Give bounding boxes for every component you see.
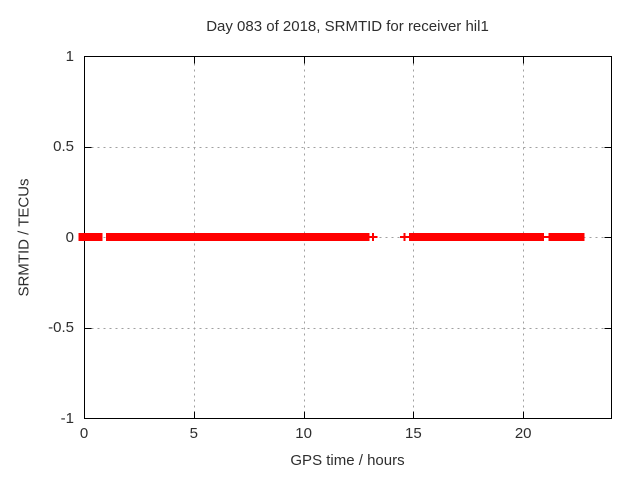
data-segment: [78, 233, 103, 241]
data-point-marker: [403, 233, 406, 241]
y-tick-label: 0.5: [53, 138, 74, 155]
data-point-marker: [371, 233, 374, 241]
x-tick-label: 15: [405, 425, 422, 442]
y-tick-label: 0: [65, 228, 74, 246]
x-tick-label: 0: [79, 425, 89, 442]
x-tick-label: 5: [189, 425, 198, 442]
x-tick-label: 20: [514, 425, 532, 442]
data-segment: [409, 233, 544, 241]
x-tick-label: 10: [295, 425, 312, 442]
data-segment: [548, 233, 585, 241]
y-tick-label: -0.5: [48, 319, 74, 336]
y-tick-label: -1: [60, 409, 74, 427]
x-axis-label: GPS time / hours: [290, 452, 405, 469]
chart-title: Day 083 of 2018, SRMTID for receiver hil…: [206, 18, 489, 35]
y-tick-label: 1: [65, 47, 74, 65]
data-thin-run: [544, 236, 549, 238]
data-segment: [106, 233, 370, 241]
